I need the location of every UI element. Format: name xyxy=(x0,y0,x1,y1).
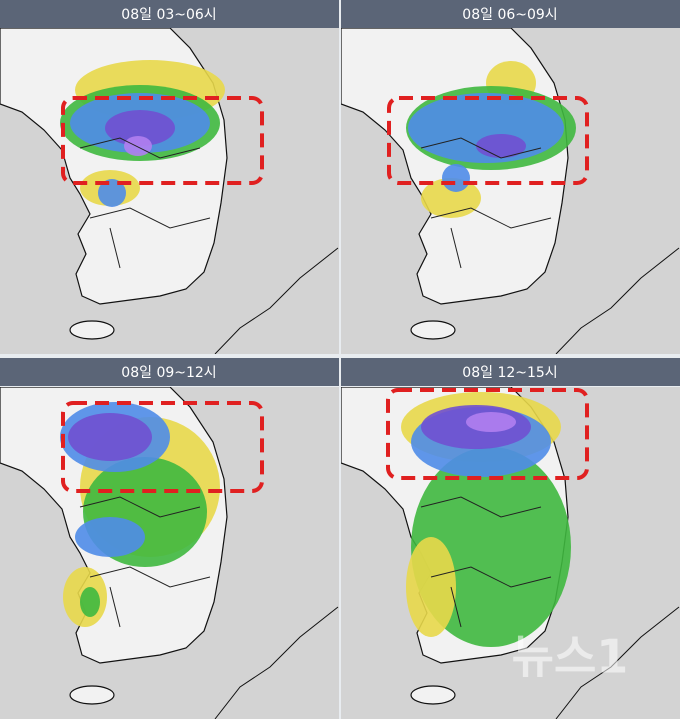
precip-area xyxy=(406,537,456,637)
precip-area xyxy=(421,178,481,218)
precip-area xyxy=(442,164,470,192)
japan-coast xyxy=(555,247,680,354)
highlight-box xyxy=(387,96,589,185)
precip-area xyxy=(124,136,152,156)
jeju-island xyxy=(410,320,456,340)
precip-area xyxy=(68,413,152,461)
map-content xyxy=(0,28,339,354)
title-bar xyxy=(341,358,680,386)
precip-area xyxy=(476,134,526,158)
japan-coast xyxy=(214,247,339,354)
map-panel xyxy=(0,387,339,719)
map-content xyxy=(341,387,680,719)
japan-coast xyxy=(555,606,680,719)
highlight-box xyxy=(61,96,264,185)
province-borders xyxy=(79,137,211,269)
province-borders xyxy=(420,496,552,628)
highlight-box xyxy=(386,388,589,480)
panel-title: 08일 03~06시 xyxy=(121,7,216,23)
precip-area xyxy=(98,179,126,207)
map-panel xyxy=(0,28,339,354)
title-bar xyxy=(341,0,680,28)
jeju-island xyxy=(410,685,456,705)
title-bar xyxy=(0,358,339,386)
map-panel xyxy=(341,28,680,354)
jeju-island xyxy=(69,320,115,340)
panel-title: 08일 12~15시 xyxy=(462,365,557,381)
precip-area xyxy=(466,412,516,432)
map-content xyxy=(0,387,339,719)
title-bar xyxy=(0,0,339,28)
province-borders xyxy=(79,496,211,628)
japan-coast xyxy=(214,606,339,719)
province-borders xyxy=(420,137,552,269)
precip-area xyxy=(105,110,175,146)
map-panel xyxy=(341,387,680,719)
highlight-box xyxy=(61,401,264,493)
panel-title: 08일 06~09시 xyxy=(462,7,557,23)
panel-title: 08일 09~12시 xyxy=(121,365,216,381)
jeju-island xyxy=(69,685,115,705)
precip-area xyxy=(75,517,145,557)
watermark: 뉴스1 xyxy=(512,630,629,684)
map-content xyxy=(341,28,680,354)
precip-area xyxy=(80,587,100,617)
